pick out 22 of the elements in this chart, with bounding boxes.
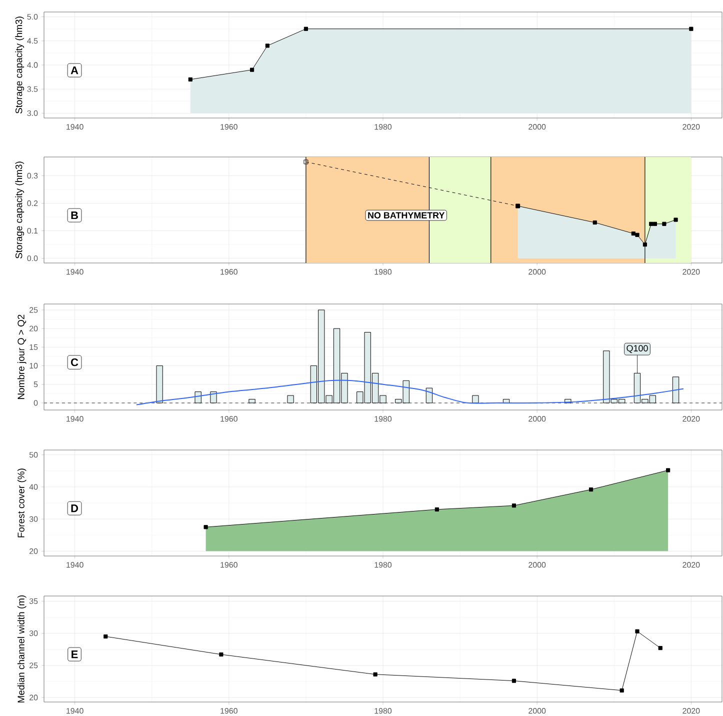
point [620,688,624,692]
point [304,160,308,164]
y-axis-title: Nombre jour Q > Q2 [17,314,26,399]
annotation: E [72,650,78,658]
y-axis-title: Storage capacity (hm3) [15,16,24,114]
y-axis-title: Storage capacity (hm3) [15,162,24,258]
y-axis-title: Median channel width (m) [17,595,26,702]
point [219,652,224,657]
point [373,672,378,676]
annotation: A [70,66,78,74]
point [104,634,108,639]
y-axis-title: Forest cover (%) [17,468,26,538]
band-label: NO BATHYMETRY [368,212,445,218]
point [635,629,640,634]
annotation: B [71,212,78,220]
line-series [136,380,684,406]
point [658,646,662,650]
point [512,678,516,683]
annotation: C [71,358,78,366]
bar [472,395,479,404]
annotation: D [71,504,78,512]
annotation: Q100 [626,345,648,354]
